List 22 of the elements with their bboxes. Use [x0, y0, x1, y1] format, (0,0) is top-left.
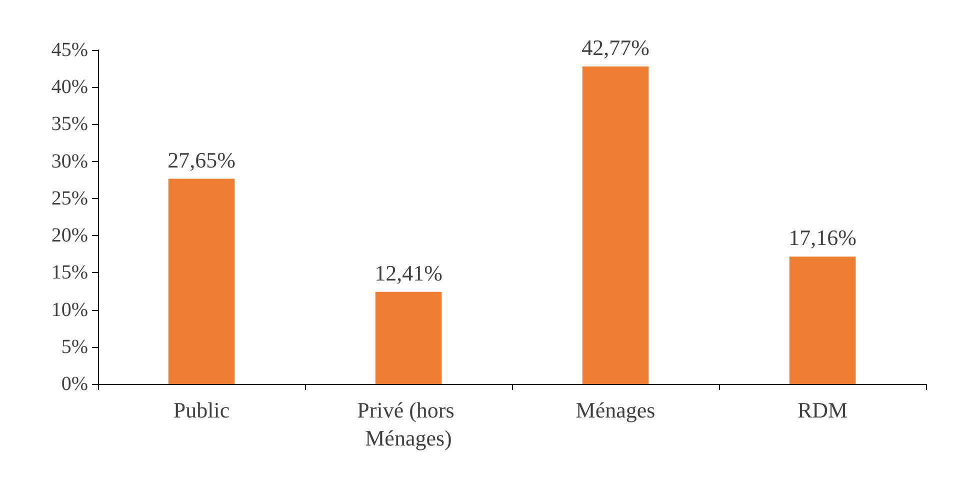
y-tick-label: 45% — [51, 39, 88, 61]
bar — [582, 66, 649, 384]
data-label: 42,77% — [582, 35, 650, 60]
y-tick-label: 35% — [51, 113, 88, 136]
y-tick-label: 40% — [51, 76, 88, 98]
y-tick-label: 10% — [51, 298, 88, 321]
bar — [789, 256, 856, 384]
data-label: 17,16% — [788, 225, 856, 250]
y-tick-label: 20% — [51, 224, 88, 247]
bar — [375, 292, 442, 384]
y-tick-label: 0% — [61, 373, 88, 395]
x-tick-label: Public — [173, 398, 230, 422]
data-label: 12,41% — [374, 260, 442, 286]
data-label: 27,65% — [168, 147, 236, 172]
x-tick-label: RDM — [797, 398, 848, 422]
x-tick-label: Privé (hors Ménages) — [357, 398, 460, 450]
y-tick-label: 25% — [51, 187, 88, 210]
y-tick-label: 30% — [51, 150, 88, 172]
bar — [168, 178, 235, 384]
y-tick-label: 5% — [61, 336, 88, 358]
y-tick-label: 15% — [51, 262, 88, 284]
x-tick-label: Ménages — [576, 398, 656, 422]
